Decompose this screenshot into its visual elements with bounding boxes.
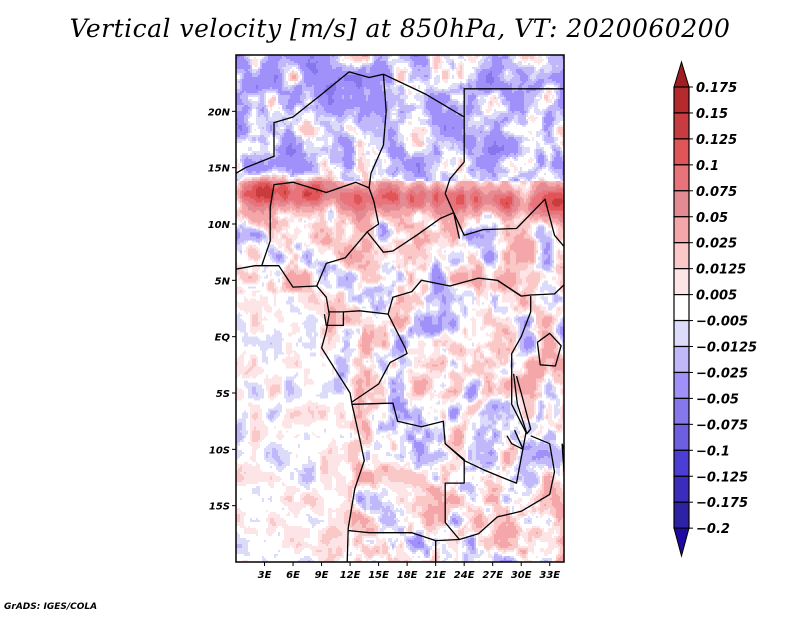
- border-line: [329, 277, 522, 315]
- colorbar-label: −0.175: [696, 496, 748, 511]
- colorbar-bin: [673, 397, 690, 425]
- y-tick-label: 15N: [208, 164, 231, 175]
- y-tick-label: 10N: [208, 220, 231, 231]
- colorbar-extend-max: [673, 60, 690, 88]
- border-line: [497, 279, 564, 297]
- colorbar-label: 0.05: [696, 211, 728, 226]
- colorbar-label: 0.15: [696, 107, 728, 122]
- colorbar-label: −0.1: [696, 444, 730, 459]
- colorbar-bin: [673, 345, 690, 374]
- colorbar-bin: [673, 138, 690, 166]
- colorbar-label: −0.075: [696, 418, 748, 433]
- colorbar-bin: [673, 319, 690, 348]
- chart-title: Vertical velocity [m/s] at 850hPa, VT: 2…: [69, 14, 731, 43]
- border-line: [444, 435, 556, 541]
- y-tick-label: 5N: [215, 276, 231, 287]
- colorbar-label: 0.1: [696, 159, 719, 174]
- colorbar-bin: [673, 449, 690, 477]
- country-borders: [236, 71, 564, 562]
- x-tick-label: 21E: [425, 570, 446, 581]
- x-tick-label: 15E: [368, 570, 389, 581]
- border-line: [561, 443, 564, 476]
- colorbar-label: −0.05: [696, 392, 739, 407]
- colorbar: 0.175 0.15 0.125 0.1 0.075 0.05 0.025 0.0125 0.0…: [673, 60, 757, 558]
- border-line: [316, 231, 368, 287]
- x-tick-label: 3E: [258, 570, 272, 581]
- border-line: [348, 529, 460, 542]
- map-frame: [235, 54, 565, 563]
- colorbar-bin: [673, 86, 690, 114]
- colorbar-bin: [673, 501, 690, 529]
- y-tick-label: 10S: [209, 445, 230, 456]
- colorbar-bin: [673, 216, 690, 244]
- border-line: [383, 73, 465, 239]
- x-tick-label: 33E: [539, 570, 560, 581]
- colorbar-label: −0.025: [696, 366, 748, 381]
- colorbar-bin: [673, 371, 690, 400]
- colorbar-label: 0.125: [696, 133, 737, 148]
- x-tick-label: 12E: [340, 570, 361, 581]
- border-line: [236, 265, 365, 562]
- x-tick-label: 24E: [454, 570, 475, 581]
- colorbar-bin: [673, 190, 690, 218]
- y-tick-label: 15S: [209, 502, 230, 513]
- colorbar-label: 0.175: [696, 81, 737, 96]
- colorbar-bin: [673, 475, 690, 503]
- border-line: [351, 296, 532, 484]
- border-line: [323, 311, 345, 327]
- colorbar-bin: [673, 423, 690, 451]
- colorbar-bin: [673, 164, 690, 192]
- y-tick-label: 5S: [216, 389, 230, 400]
- colorbar-bin: [673, 112, 690, 140]
- colorbar-label: 0.025: [696, 237, 737, 252]
- border-line: [453, 198, 564, 247]
- y-tick-label: 20N: [208, 107, 231, 118]
- colorbar-bin: [673, 268, 690, 296]
- grads-credit: GrADS: IGES/COLA: [4, 602, 98, 612]
- x-axis: 3E 6E 9E 12E 15E 18E 21E 24E 27E 30E 33E: [258, 562, 560, 581]
- x-tick-label: 18E: [397, 570, 418, 581]
- colorbar-label: −0.2: [696, 522, 730, 537]
- colorbar-extend-min: [673, 527, 690, 558]
- border-line: [366, 74, 454, 253]
- colorbar-label: −0.125: [696, 470, 748, 485]
- colorbar-label: 0.005: [696, 289, 737, 304]
- colorbar-label: −0.0125: [696, 341, 757, 356]
- border-line: [463, 88, 564, 117]
- y-tick-label: EQ: [215, 333, 231, 344]
- x-tick-label: 9E: [315, 570, 329, 581]
- colorbar-label: −0.005: [696, 315, 748, 330]
- border-line: [536, 332, 562, 367]
- border-line: [512, 373, 532, 435]
- colorbar-bin: [673, 294, 690, 322]
- velocity-field-heatmap: [236, 55, 564, 562]
- y-axis: 20N 15N 10N 5N EQ 5S 10S 15S: [208, 107, 236, 513]
- x-tick-label: 30E: [511, 570, 532, 581]
- border-line: [351, 313, 408, 403]
- border-line: [506, 429, 524, 450]
- border-line: [261, 181, 370, 266]
- colorbar-label: 0.075: [696, 185, 737, 200]
- colorbar-label: 0.0125: [696, 263, 746, 278]
- x-tick-label: 27E: [482, 570, 503, 581]
- colorbar-bin: [673, 242, 690, 270]
- x-tick-label: 6E: [286, 570, 300, 581]
- border-line: [236, 71, 384, 174]
